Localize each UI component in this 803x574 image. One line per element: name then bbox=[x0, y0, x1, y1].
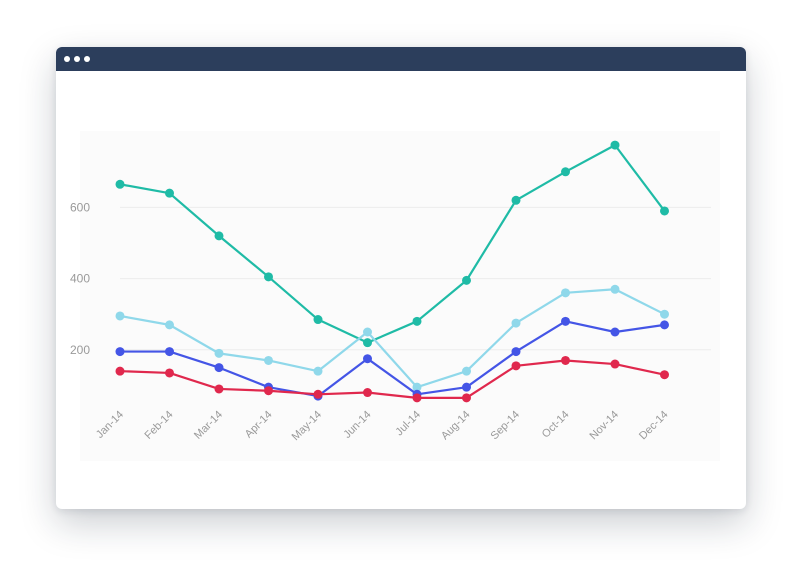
data-point bbox=[115, 179, 125, 189]
data-point bbox=[264, 386, 273, 396]
data-point bbox=[214, 384, 224, 394]
data-point bbox=[214, 363, 224, 373]
data-point bbox=[610, 140, 620, 150]
data-point bbox=[115, 347, 125, 357]
chart-window: 200 400 600 Jan-14 Feb-14 Mar-14 Apr-14 May-14 J… bbox=[56, 47, 746, 509]
y-tick-label: 200 bbox=[70, 343, 90, 357]
x-tick-label: Mar-14 bbox=[192, 409, 225, 442]
data-point bbox=[363, 327, 372, 337]
data-point bbox=[511, 195, 521, 205]
dot-icon[interactable] bbox=[64, 56, 70, 62]
data-point bbox=[462, 382, 471, 392]
data-point bbox=[610, 327, 620, 337]
dot-icon[interactable] bbox=[74, 56, 80, 62]
data-point bbox=[610, 284, 620, 294]
series-line bbox=[120, 320, 665, 398]
data-point bbox=[412, 393, 422, 403]
dot-icon[interactable] bbox=[84, 56, 90, 62]
data-point bbox=[462, 275, 471, 285]
line-chart: 200 400 600 Jan-14 Feb-14 Mar-14 Apr-14 May-14 J… bbox=[70, 140, 711, 443]
data-point bbox=[511, 318, 521, 328]
data-point bbox=[660, 320, 669, 330]
data-point bbox=[412, 316, 422, 326]
series-line bbox=[119, 288, 665, 389]
x-tick-label: Oct-14 bbox=[540, 409, 572, 441]
plot-area bbox=[80, 131, 720, 461]
data-point bbox=[412, 382, 422, 392]
data-point bbox=[115, 311, 125, 321]
x-tick-label: Jul-14 bbox=[393, 409, 423, 439]
data-point bbox=[462, 393, 471, 403]
data-point bbox=[561, 167, 570, 177]
data-point bbox=[165, 188, 174, 198]
x-tick-label: Jan-14 bbox=[94, 409, 126, 441]
x-tick-label: Feb-14 bbox=[142, 409, 175, 442]
data-point bbox=[264, 355, 273, 365]
y-tick-label: 400 bbox=[70, 272, 90, 286]
data-point bbox=[165, 320, 174, 330]
data-point bbox=[561, 355, 570, 365]
data-point bbox=[313, 389, 323, 399]
x-tick-label: Jun-14 bbox=[341, 409, 373, 441]
data-point bbox=[561, 316, 570, 326]
data-point bbox=[165, 347, 174, 357]
y-tick-label: 600 bbox=[70, 200, 90, 214]
data-point bbox=[313, 366, 323, 376]
data-point bbox=[313, 315, 323, 325]
data-point bbox=[214, 231, 224, 241]
data-point bbox=[363, 338, 372, 348]
x-tick-label: Aug-14 bbox=[439, 409, 473, 443]
data-point bbox=[264, 272, 273, 282]
data-point bbox=[363, 354, 372, 364]
x-tick-label: May-14 bbox=[290, 409, 324, 443]
x-tick-label: Dec-14 bbox=[637, 409, 671, 443]
data-point bbox=[214, 348, 224, 358]
data-point bbox=[363, 388, 372, 398]
data-point bbox=[660, 370, 669, 380]
data-point bbox=[115, 366, 125, 376]
data-point bbox=[462, 366, 471, 376]
x-tick-label: Sep-14 bbox=[489, 409, 523, 443]
data-point bbox=[610, 359, 620, 369]
data-point bbox=[660, 206, 669, 216]
x-tick-label: Apr-14 bbox=[243, 409, 275, 441]
series-line bbox=[119, 359, 665, 399]
data-point bbox=[561, 288, 570, 298]
data-point bbox=[165, 368, 174, 378]
x-tick-label: Nov-14 bbox=[588, 409, 622, 443]
data-point bbox=[511, 361, 521, 371]
data-point bbox=[660, 309, 669, 319]
window-titlebar bbox=[56, 47, 746, 71]
series-line bbox=[119, 143, 666, 344]
data-point bbox=[511, 347, 521, 357]
